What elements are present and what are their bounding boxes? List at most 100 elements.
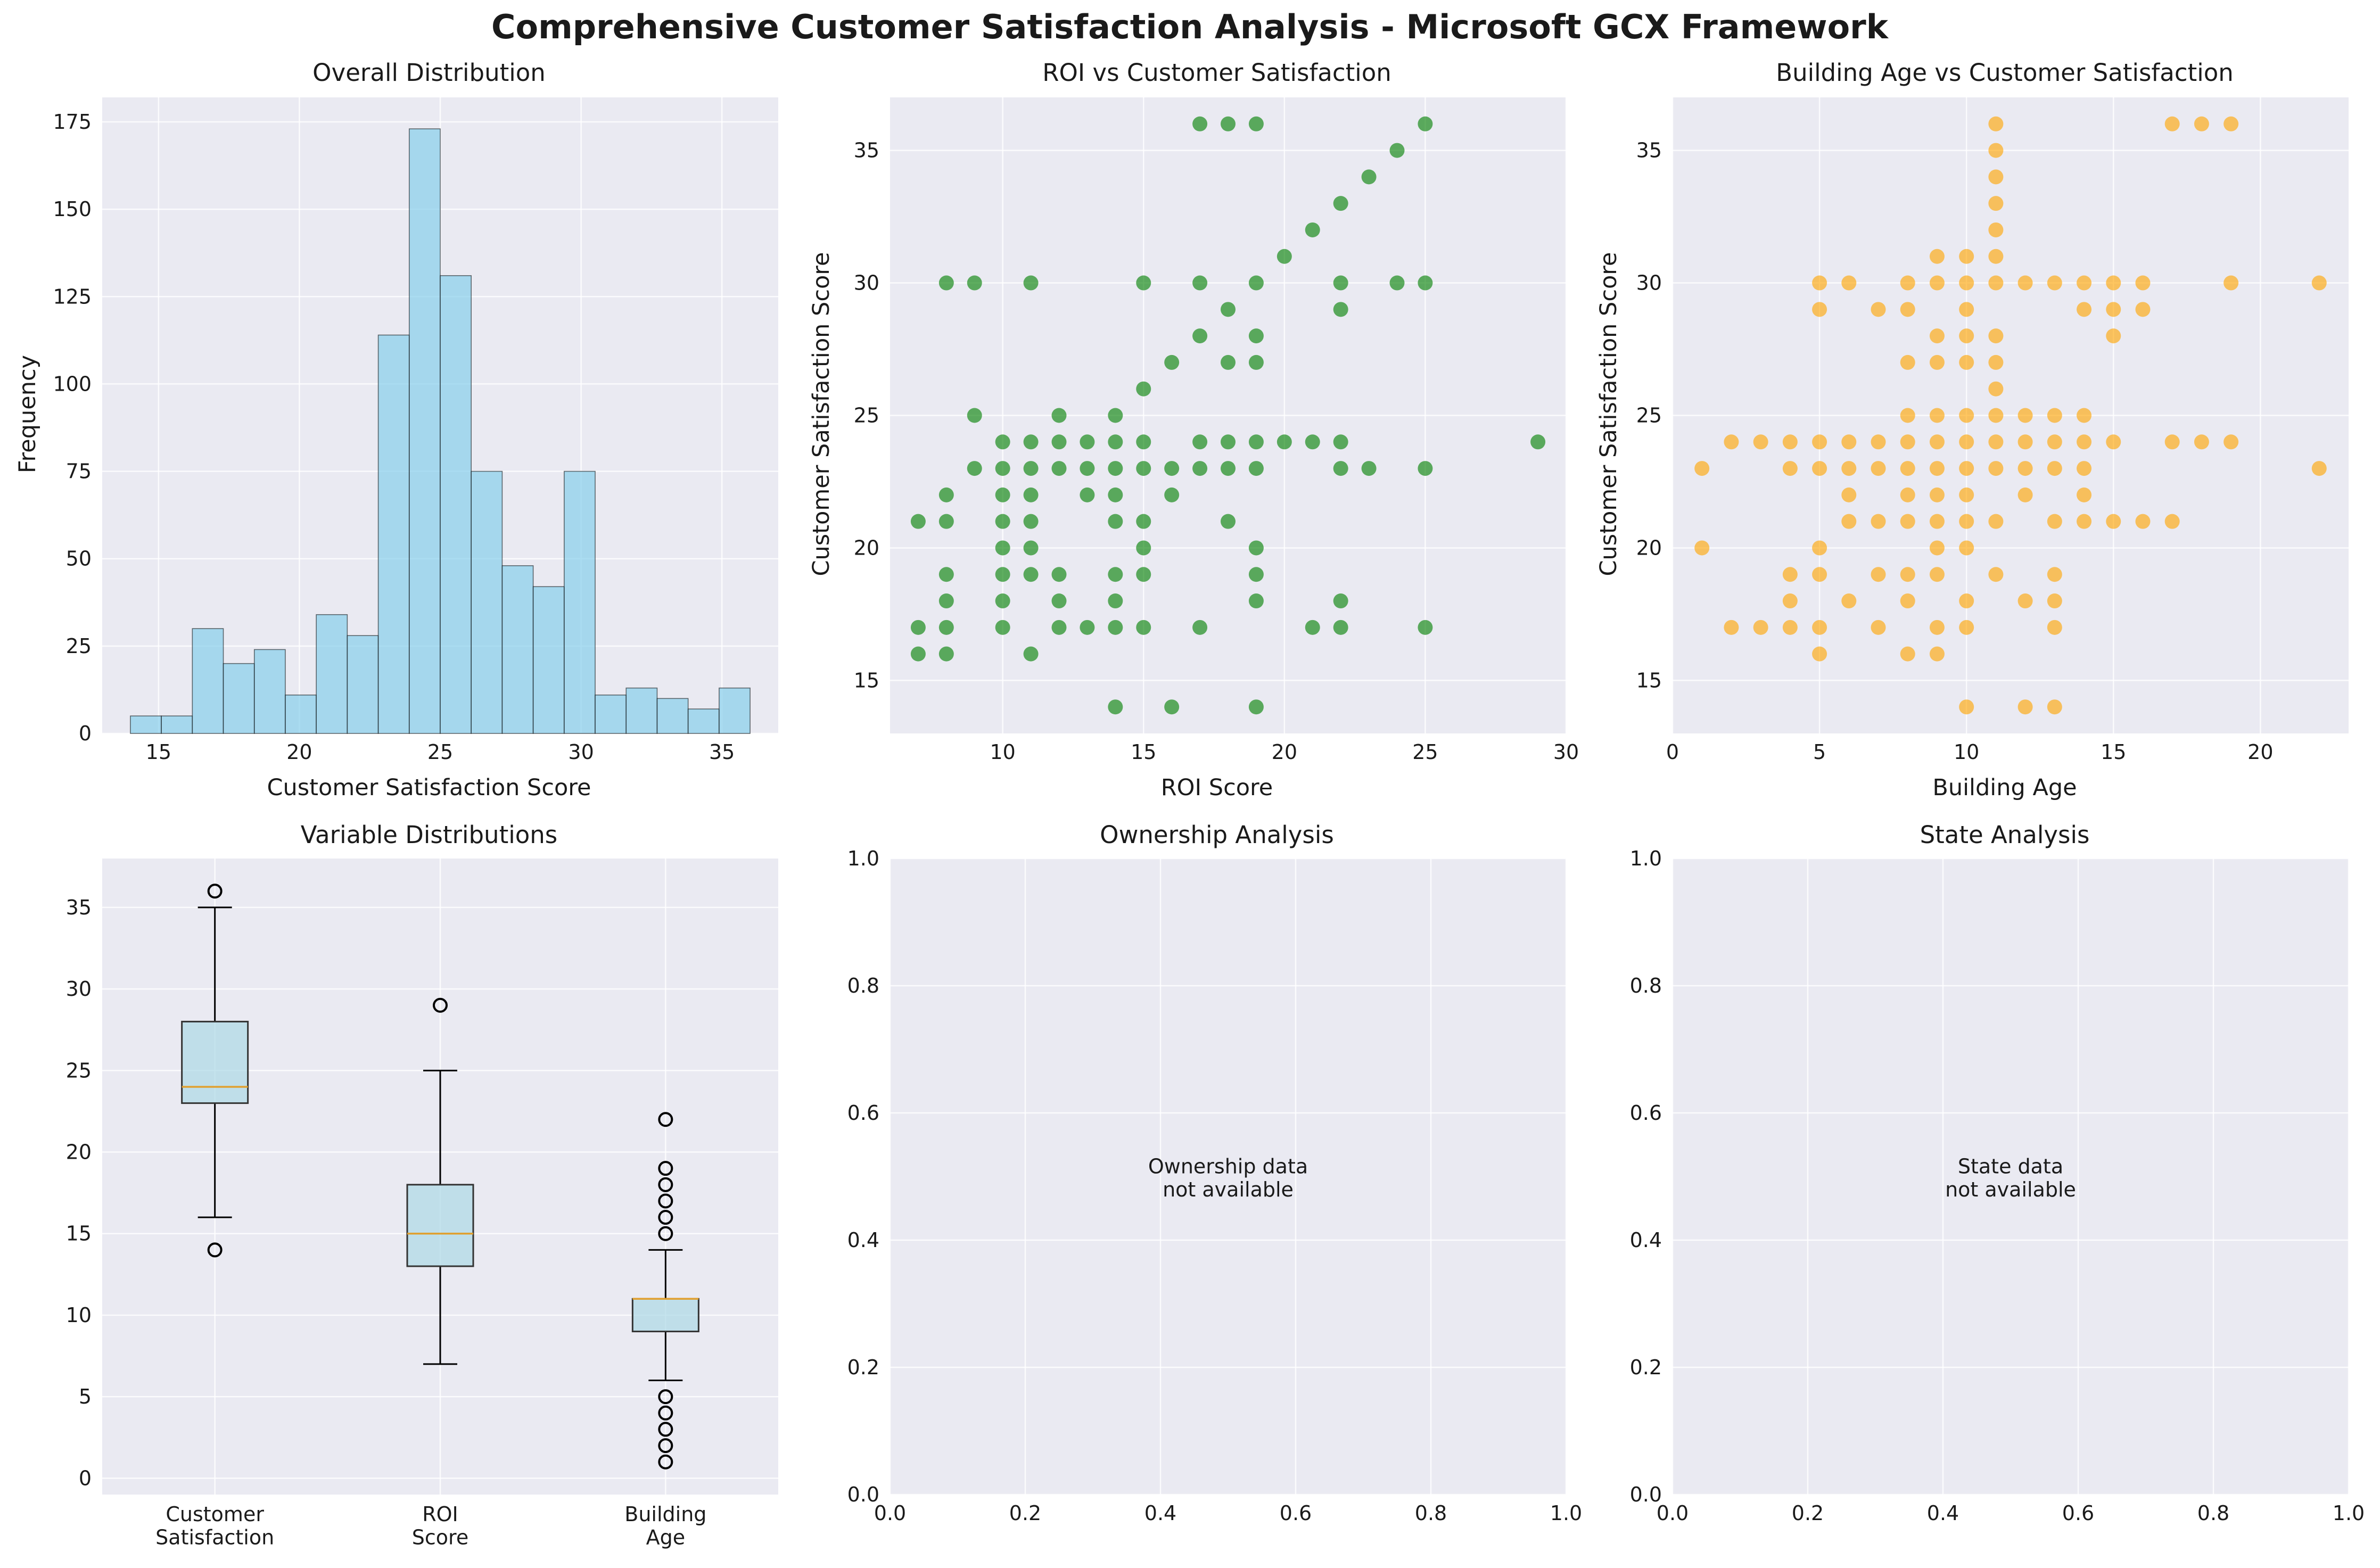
x-tick-label: 5 bbox=[1813, 740, 1826, 764]
scatter-point bbox=[1988, 354, 2004, 370]
scatter-point bbox=[2311, 275, 2327, 291]
scatter-point bbox=[1841, 487, 1857, 502]
scatter-point bbox=[1782, 434, 1798, 450]
scatter-point bbox=[1051, 620, 1067, 635]
y-tick-label: 25 bbox=[66, 634, 92, 658]
scatter-point bbox=[1871, 514, 1886, 529]
scatter-point bbox=[1871, 434, 1886, 450]
outlier-point bbox=[658, 1405, 673, 1421]
histogram-bar bbox=[719, 687, 751, 734]
scatter-point bbox=[2135, 514, 2151, 529]
scatter-point bbox=[1871, 461, 1886, 476]
scatter-point bbox=[1929, 514, 1945, 529]
scatter-point bbox=[1900, 487, 1915, 502]
scatter-point bbox=[1136, 434, 1151, 450]
scatter-point bbox=[938, 275, 954, 291]
y-tick-label: 0.4 bbox=[1630, 1228, 1662, 1252]
scatter-point bbox=[967, 408, 982, 423]
scatter-point bbox=[1023, 646, 1039, 662]
scatter-point bbox=[2077, 434, 2092, 450]
scatter-point bbox=[2047, 275, 2062, 291]
y-tick-label: 75 bbox=[66, 460, 92, 483]
histogram-bar bbox=[253, 649, 286, 734]
scatter-point bbox=[1900, 567, 1915, 582]
scatter-point bbox=[1221, 514, 1236, 529]
scatter-point bbox=[1023, 567, 1039, 582]
scatter-point bbox=[1136, 567, 1151, 582]
scatter-point bbox=[938, 593, 954, 609]
outlier-point bbox=[658, 1226, 673, 1241]
scatter-point bbox=[2017, 275, 2033, 291]
histogram-bar bbox=[161, 715, 193, 734]
scatter-point bbox=[1988, 567, 2004, 582]
scatter-point bbox=[1108, 593, 1123, 609]
x-tick-label: Building Age bbox=[624, 1503, 706, 1549]
y-tick-label: 0.8 bbox=[847, 974, 879, 997]
scatter-point bbox=[1900, 408, 1915, 423]
x-tick-label: 0 bbox=[1666, 740, 1679, 764]
y-tick-label: 1.0 bbox=[1630, 847, 1662, 870]
y-tick-label: 20 bbox=[854, 536, 879, 559]
scatter-point bbox=[1959, 434, 1974, 450]
scatter-point bbox=[1929, 408, 1945, 423]
y-tick-label: 50 bbox=[66, 547, 92, 571]
scatter-point bbox=[938, 620, 954, 635]
histogram-bar bbox=[130, 715, 162, 734]
scatter-point bbox=[1929, 567, 1945, 582]
scatter-point bbox=[2077, 302, 2092, 317]
scatter-point bbox=[995, 567, 1010, 582]
histogram-plot-area: 15 20 25 30 35 0 25 50 75 100 125 150 175 bbox=[53, 97, 778, 764]
scatter-point bbox=[995, 487, 1010, 502]
scatter-point bbox=[1080, 487, 1095, 502]
scatter-point bbox=[1221, 434, 1236, 450]
y-tick-label: 0 bbox=[79, 722, 92, 745]
scatter-point bbox=[1418, 620, 1433, 635]
scatter-point bbox=[1959, 461, 1974, 476]
scatter-point bbox=[1023, 540, 1039, 556]
box bbox=[406, 1184, 474, 1267]
scatter-point bbox=[1248, 593, 1264, 609]
scatter-point bbox=[1841, 461, 1857, 476]
scatter-point bbox=[1248, 434, 1264, 450]
outlier-point bbox=[658, 1438, 673, 1454]
outlier-point bbox=[433, 997, 448, 1013]
histogram-bar bbox=[625, 687, 658, 734]
y-tick-label: 15 bbox=[66, 1222, 92, 1245]
scatter-point bbox=[2017, 699, 2033, 715]
scatter-point bbox=[1164, 354, 1180, 370]
scatter-point bbox=[1900, 275, 1915, 291]
scatter-point bbox=[1871, 567, 1886, 582]
scatter-point bbox=[1051, 461, 1067, 476]
y-axis-label: Customer Satisfaction Score bbox=[808, 252, 835, 576]
scatter-point bbox=[1192, 434, 1208, 450]
scatter-point bbox=[1812, 540, 1827, 556]
histogram-bar bbox=[223, 663, 255, 734]
scatter-point bbox=[2047, 408, 2062, 423]
scatter-point bbox=[1724, 434, 1739, 450]
scatter-point bbox=[1108, 567, 1123, 582]
y-axis-label: Customer Satisfaction Score bbox=[1595, 252, 1622, 576]
scatter-point bbox=[967, 275, 982, 291]
scatter-point bbox=[1192, 461, 1208, 476]
scatter-point bbox=[995, 461, 1010, 476]
scatter-point bbox=[2106, 434, 2121, 450]
x-tick-label: 30 bbox=[1553, 740, 1579, 764]
y-tick-label: 20 bbox=[1636, 536, 1662, 559]
histogram-bar bbox=[347, 635, 379, 734]
x-tick-label: 15 bbox=[1131, 740, 1156, 764]
scatter-point bbox=[1841, 514, 1857, 529]
scatter-point bbox=[1900, 646, 1915, 662]
scatter-point bbox=[1248, 567, 1264, 582]
scatter-point bbox=[1051, 567, 1067, 582]
panel-title: ROI vs Customer Satisfaction bbox=[1042, 59, 1391, 87]
y-tick-label: 125 bbox=[53, 285, 92, 308]
scatter-point bbox=[2017, 487, 2033, 502]
scatter-point bbox=[2077, 487, 2092, 502]
scatter-point bbox=[1136, 381, 1151, 397]
x-axis-label: Building Age bbox=[1932, 774, 2077, 801]
y-tick-label: 35 bbox=[1636, 139, 1662, 162]
scatter-point bbox=[1988, 116, 2004, 131]
scatter-point bbox=[2223, 116, 2239, 131]
scatter-point bbox=[910, 514, 926, 529]
